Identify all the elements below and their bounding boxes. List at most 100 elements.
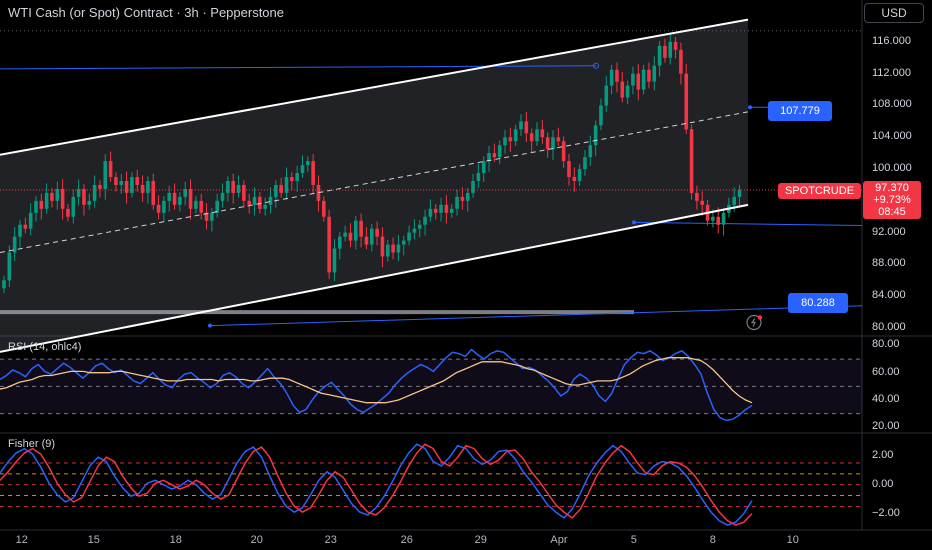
candle-body: [306, 161, 310, 166]
candle-body: [167, 192, 172, 201]
candle-body: [497, 145, 502, 158]
candle-body: [18, 224, 22, 237]
symbol-tag: SPOTCRUDE: [778, 183, 861, 199]
candle-body: [247, 200, 251, 205]
last-price: 97.370: [875, 182, 909, 194]
hline-price-tag-upper[interactable]: 107.779: [768, 101, 832, 121]
time-axis-tick: 29: [474, 534, 487, 546]
fisher-series-line-0: [0, 443, 753, 526]
channel-upper-line: [0, 18, 749, 156]
candle-body: [540, 129, 545, 138]
price-axis-tick: 92.000: [872, 225, 906, 238]
candle-body: [151, 180, 156, 205]
candle-body: [295, 173, 299, 181]
candle-body: [34, 200, 38, 213]
candle-body: [300, 165, 305, 174]
candle-body: [263, 204, 267, 209]
candle-body: [178, 196, 182, 205]
candle-body: [652, 65, 657, 82]
candle-body: [124, 180, 129, 193]
candle-body: [268, 196, 273, 205]
time-axis-tick: 12: [15, 534, 28, 546]
candle-body: [60, 188, 65, 209]
candle-body: [433, 208, 438, 213]
candle-body: [391, 244, 395, 253]
hline-lower: [209, 305, 863, 327]
candle-body: [2, 280, 6, 289]
candle-body: [647, 69, 651, 82]
candle-body: [673, 41, 678, 50]
candle-body: [162, 200, 166, 213]
candle-body: [513, 129, 518, 142]
rsi-axis-tick: 60.00: [872, 365, 900, 378]
time-axis-tick: 15: [87, 534, 100, 546]
candle-body: [689, 129, 694, 193]
candle-body: [375, 228, 379, 237]
time-axis-tick: 10: [786, 534, 799, 546]
candle-body: [593, 125, 598, 146]
candle-body: [204, 212, 209, 221]
candle-body: [327, 216, 331, 273]
candle-body: [369, 228, 374, 245]
candle-body: [119, 180, 124, 185]
candle-body: [199, 200, 204, 213]
candle-body: [108, 161, 113, 178]
candle-body: [71, 196, 76, 217]
hline-price-tag-lower[interactable]: 80.288: [788, 293, 848, 313]
candle-body: [615, 69, 619, 82]
candle-body: [210, 212, 214, 221]
rsi-axis-tick: 20.00: [872, 420, 900, 433]
candle-body: [332, 248, 337, 273]
rsi-series-line-1: [0, 357, 753, 404]
candle-body: [460, 196, 465, 201]
candle-body: [481, 161, 486, 174]
candle-body: [39, 200, 44, 209]
time-axis-tick: 26: [400, 534, 413, 546]
candle-body: [66, 208, 70, 217]
rsi-series-line-0: [0, 348, 753, 422]
last-price-tag: 97.370 +9.73% 08:45: [863, 181, 921, 219]
candle-body: [545, 137, 550, 150]
time-axis-tick: Apr: [550, 534, 568, 546]
candle-body: [679, 49, 683, 74]
currency-selector[interactable]: USD: [864, 3, 924, 23]
candle-body: [258, 196, 262, 209]
candle-body: [524, 121, 529, 134]
price-axis-tick: 80.000: [872, 321, 906, 334]
time-axis-tick: 5: [630, 534, 637, 546]
candle-body: [183, 188, 188, 197]
candle-body: [114, 177, 118, 185]
candle-body: [465, 192, 470, 201]
candle-body: [641, 69, 646, 90]
candle-body: [385, 244, 390, 257]
price-axis-tick: 116.000: [872, 34, 911, 47]
candle-body: [28, 212, 33, 229]
fisher-axis-tick: 0.00: [872, 477, 894, 490]
hline-support: [633, 221, 863, 227]
hline-lower-handle: [208, 323, 212, 328]
candle-body: [220, 192, 225, 201]
candle-body: [417, 224, 422, 229]
candle-body: [172, 192, 177, 205]
candle-body: [348, 232, 353, 241]
candle-body: [631, 73, 635, 86]
price-axis-tick: 108.000: [872, 98, 912, 111]
price-axis-tick: 100.000: [872, 162, 912, 175]
candle-body: [236, 184, 241, 193]
candle-body: [380, 236, 385, 257]
fisher-series-line-1: [0, 443, 753, 526]
candle-body: [135, 177, 140, 185]
candle-body: [130, 177, 134, 193]
chart-title: WTI Cash (or Spot) Contract · 3h · Peppe…: [8, 5, 284, 20]
time-axis-tick: 23: [324, 534, 337, 546]
candle-body: [577, 169, 582, 181]
candle-body: [476, 173, 481, 181]
time-axis-tick: 18: [169, 534, 182, 546]
lightning-icon: [746, 314, 762, 331]
candle-body: [87, 200, 92, 205]
channel-lower-line: [0, 203, 749, 353]
candle-body: [556, 137, 561, 142]
candle-body: [551, 137, 555, 150]
candle-body: [423, 216, 427, 225]
